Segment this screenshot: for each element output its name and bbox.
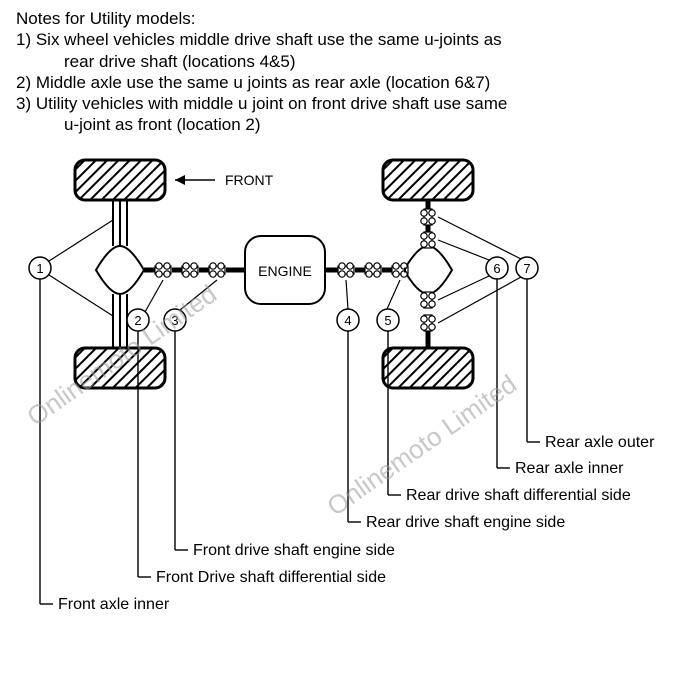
note-2: 2) Middle axle use the same u joints as … (16, 72, 684, 93)
engine-label: ENGINE (258, 263, 312, 279)
note-3-line1: 3) Utility vehicles with middle u joint … (16, 93, 684, 114)
label-3: Front drive shaft engine side (193, 542, 395, 559)
callout-num-2: 2 (134, 313, 141, 328)
front-label: FRONT (225, 172, 274, 188)
notes-block: Notes for Utility models: 1) Six wheel v… (0, 0, 700, 140)
label-1: Front axle inner (58, 596, 170, 613)
label-7: Rear axle outer (545, 434, 655, 451)
callout-num-5: 5 (384, 313, 391, 328)
callout-num-7: 7 (523, 261, 530, 276)
note-1-line1: 1) Six wheel vehicles middle drive shaft… (16, 29, 684, 50)
notes-title: Notes for Utility models: (16, 8, 684, 29)
callout-num-6: 6 (493, 261, 500, 276)
label-4: Rear drive shaft engine side (366, 514, 565, 531)
note-3-line2: u-joint as front (location 2) (16, 114, 684, 135)
label-2: Front Drive shaft differential side (156, 569, 386, 586)
callout-num-3: 3 (171, 313, 178, 328)
callout-num-4: 4 (344, 313, 351, 328)
callout-num-1: 1 (36, 261, 43, 276)
label-5: Rear drive shaft differential side (406, 487, 631, 504)
drivetrain-diagram: ENGINE FRONT 1 2 3 4 5 6 7 Rear axle out… (0, 140, 700, 700)
note-1-line2: rear drive shaft (locations 4&5) (16, 51, 684, 72)
label-6: Rear axle inner (515, 460, 624, 477)
